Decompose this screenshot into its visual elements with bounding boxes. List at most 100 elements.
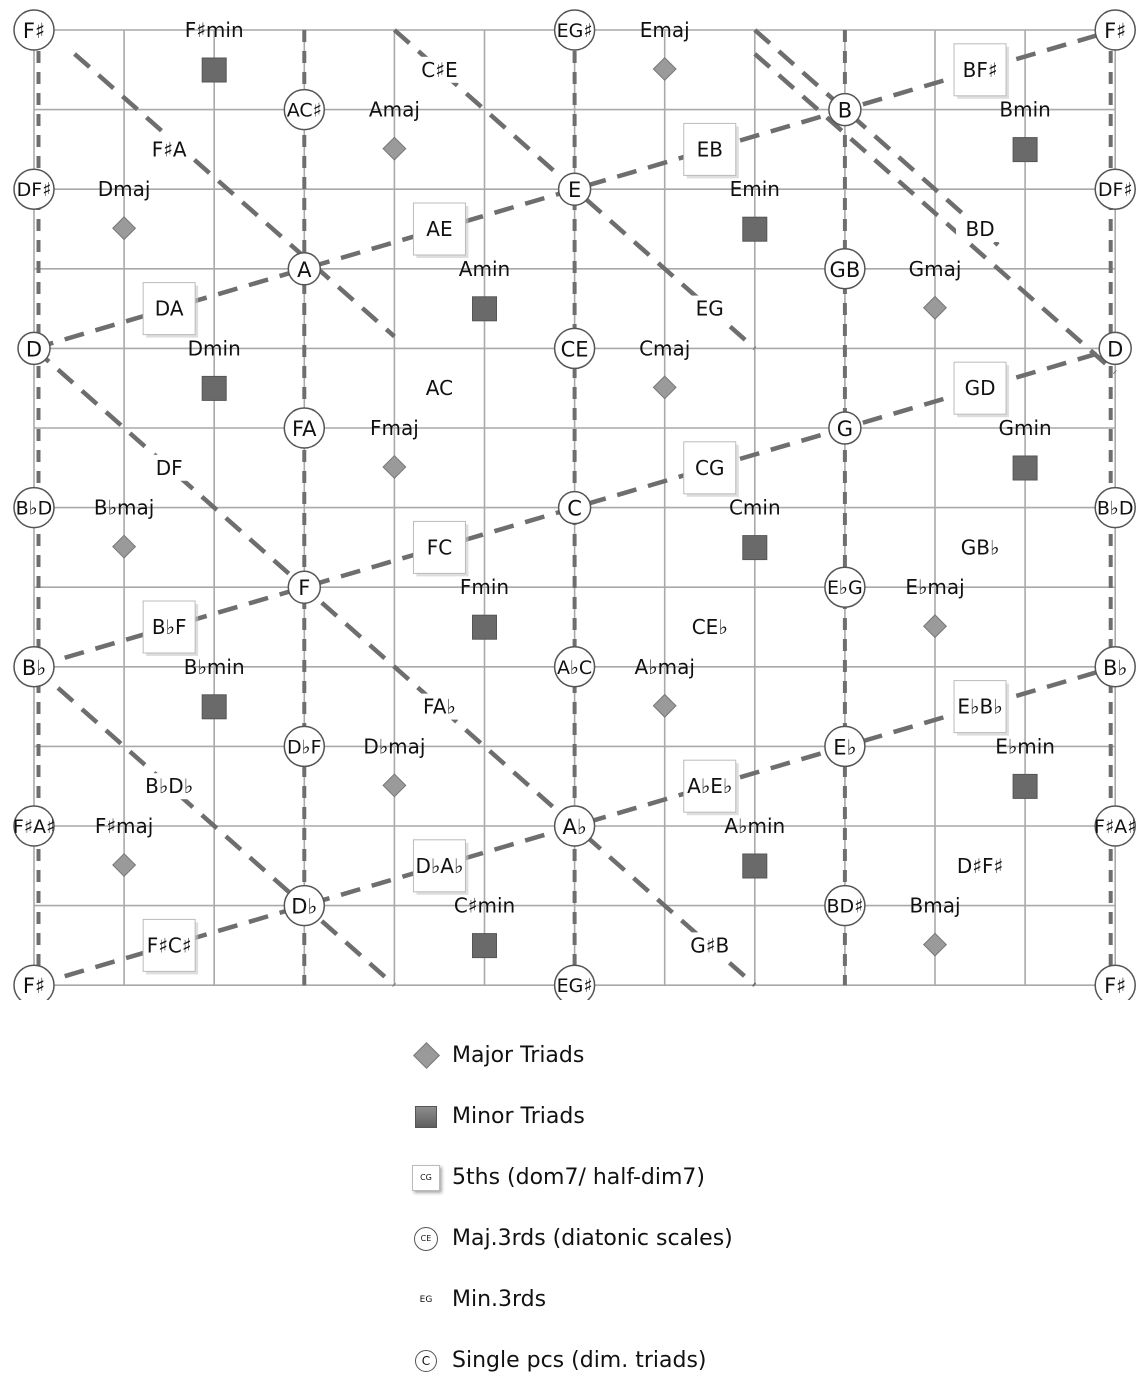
- minor-triad-label: Bmin: [999, 98, 1050, 122]
- fifth-box: [683, 759, 737, 813]
- legend-square-icon: [408, 1099, 444, 1135]
- fifth-label: EB: [697, 137, 723, 161]
- node-label: F♯: [1104, 974, 1126, 998]
- fifth-label: AE: [426, 217, 452, 241]
- fifth-box: [953, 361, 1007, 415]
- min3-label: F♯A: [152, 137, 187, 161]
- node-circle: [824, 884, 866, 927]
- minor-triad-label: F♯min: [185, 18, 244, 42]
- node-circle: [17, 331, 51, 366]
- minor-triad-square-icon: [1012, 137, 1038, 163]
- fifth-label: FC: [427, 535, 452, 559]
- minor-triad-square-icon: [201, 57, 227, 83]
- major-triad-diamond-icon: [922, 932, 948, 957]
- node-label: F: [298, 576, 310, 600]
- min3-label-bg: [415, 375, 464, 402]
- fifth-box: [953, 680, 1007, 734]
- major-triad-diamond-icon: [922, 295, 948, 320]
- major-triad-label: Emaj: [640, 18, 690, 42]
- major-triad-label: B♭maj: [94, 496, 154, 520]
- fifth-box: [683, 441, 737, 495]
- min3-label: D♯F♯: [957, 854, 1003, 878]
- major-triad-diamond-icon: [112, 216, 137, 241]
- node-circle: [553, 964, 596, 1000]
- fifth-box: [953, 43, 1007, 97]
- fifth-label: BF♯: [963, 58, 998, 82]
- min3-label: EG: [696, 297, 724, 321]
- dashed-thirds-line: [753, 28, 1000, 247]
- legend-min3: EG Min.3rds: [408, 1269, 848, 1330]
- tonnetz-diagram: C♯EF♯ABDEGACDFGB♭CE♭FA♭B♭D♭D♯F♯G♯BBF♯EBA…: [13, 9, 1136, 1000]
- fifth-box: [142, 600, 196, 654]
- major-triad-label: Bmaj: [909, 894, 960, 918]
- node-circle: [824, 725, 866, 768]
- minor-triad-label: Fmin: [460, 575, 509, 599]
- legend-minor: Minor Triads: [408, 1086, 848, 1147]
- legend-single-circle-icon: C: [408, 1343, 444, 1379]
- node-label: A♭: [562, 815, 586, 839]
- legend-major-label: Major Triads: [452, 1043, 585, 1068]
- node-label: E♭G: [827, 577, 863, 599]
- min3-label: G♯B: [690, 933, 729, 957]
- minor-triad-square-icon: [1012, 773, 1038, 799]
- node-label: D♭: [291, 895, 317, 919]
- fifth-label: D♭A♭: [415, 854, 463, 878]
- node-label: EG♯: [557, 975, 593, 997]
- node-label: D: [26, 337, 42, 361]
- minor-triad-square-icon: [472, 933, 497, 959]
- legend-fifths: CG 5ths (dom7/ half-dim7): [408, 1147, 848, 1208]
- fifth-box: [412, 202, 466, 256]
- node-label: B♭D: [16, 498, 53, 520]
- node-label: E: [568, 178, 581, 202]
- node-circle: [1094, 486, 1136, 529]
- min3-label: C♯E: [421, 58, 457, 82]
- minor-triad-square-icon: [742, 535, 768, 561]
- major-triad-label: Dmaj: [98, 177, 151, 201]
- major-triad-diamond-icon: [382, 773, 407, 798]
- node-circle: [287, 570, 322, 604]
- node-label: EG♯: [557, 20, 593, 42]
- node-circle: [553, 646, 596, 688]
- node-circle: [283, 725, 326, 768]
- major-triad-diamond-icon: [112, 534, 137, 559]
- major-triad-diamond-icon: [652, 56, 677, 82]
- dashed-thirds-line: [32, 665, 396, 987]
- major-triad-diamond-icon: [652, 375, 677, 400]
- minor-triad-label: C♯min: [454, 894, 515, 918]
- major-triad-diamond-icon: [382, 454, 407, 480]
- diagram-labels: C♯EF♯ABDEGACDFGB♭CE♭FA♭B♭D♭D♯F♯G♯BBF♯EBA…: [13, 9, 1136, 1000]
- node-circle: [553, 805, 596, 847]
- fifth-label: E♭B♭: [957, 695, 1002, 719]
- node-circle: [13, 646, 55, 688]
- legend-box-icon: CG: [408, 1160, 444, 1196]
- major-triad-diamond-icon: [112, 852, 137, 878]
- node-label: C: [567, 497, 582, 521]
- minor-triad-label: Amin: [459, 257, 510, 281]
- major-triad-label: F♯maj: [95, 814, 153, 838]
- node-label: A: [297, 258, 312, 282]
- node-label: B: [838, 99, 852, 123]
- major-triad-diamond-icon: [652, 693, 677, 718]
- major-triad-diamond-icon: [922, 614, 948, 639]
- node-circle: [13, 805, 55, 847]
- min3-label: DF: [156, 456, 183, 480]
- node-circle: [557, 172, 592, 206]
- fifth-box: [683, 122, 737, 176]
- node-circle: [1098, 331, 1132, 366]
- min3-label-bg: [415, 56, 464, 83]
- dashed-thirds-line: [753, 52, 1117, 374]
- min3-label: BD: [965, 217, 994, 241]
- legend-text-icon: EG: [419, 1294, 433, 1305]
- legend-circle-icon: CE: [408, 1221, 444, 1257]
- node-label: GB: [830, 258, 861, 282]
- node-label: D: [1107, 337, 1123, 361]
- minor-triad-square-icon: [1012, 455, 1038, 481]
- node-circle: [13, 486, 55, 529]
- fifth-box: [412, 839, 466, 893]
- major-triad-label: Gmaj: [909, 257, 962, 281]
- min3-label-bg: [415, 693, 464, 720]
- node-circle: [13, 964, 55, 1000]
- major-triad-label: A♭maj: [634, 655, 694, 679]
- minor-triad-square-icon: [201, 375, 227, 401]
- minor-triad-label: Gmin: [998, 416, 1051, 440]
